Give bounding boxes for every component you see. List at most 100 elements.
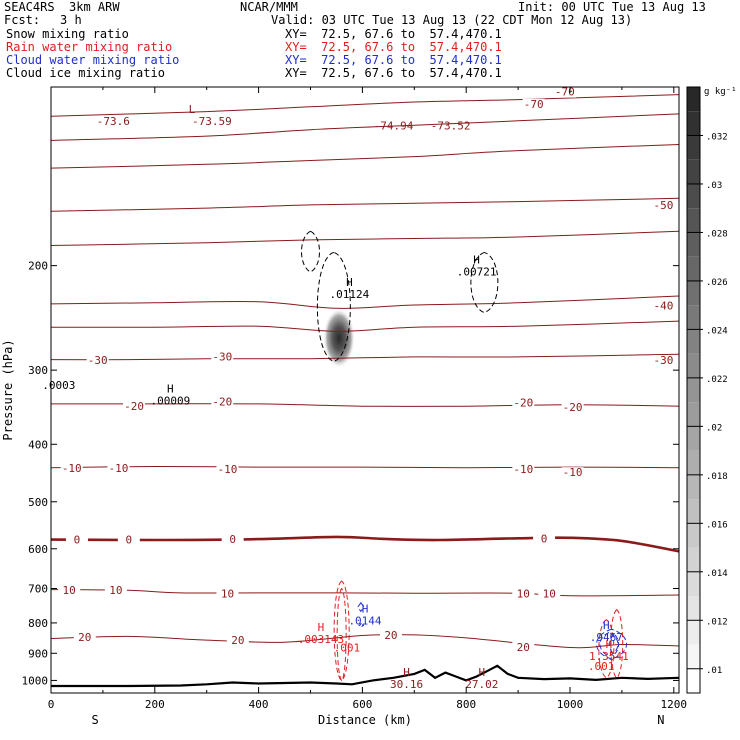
contour-label: -10 <box>109 462 129 475</box>
colorbar-segment <box>687 353 700 378</box>
max-value: 1.3541 <box>589 650 629 663</box>
colorbar-tick-label: .028 <box>706 229 728 239</box>
contour-label: -20 <box>563 401 583 414</box>
cloud-ice-contour <box>301 230 321 273</box>
colorbar-tick-label: .02 <box>706 423 722 433</box>
plot-frame <box>50 86 680 694</box>
x-tick-label: 400 <box>249 698 269 711</box>
field-rain-xy: XY= 72.5, 67.6 to 57.4,470.1 <box>285 40 502 54</box>
temperature-contour <box>51 353 679 361</box>
contour-label: -20 <box>513 396 533 409</box>
org-label: NCAR/MMM <box>240 0 298 14</box>
contour-label-bg <box>652 355 675 367</box>
contour-label-bg <box>117 534 140 546</box>
colorbar-segment <box>687 159 700 184</box>
max-value: .9467 <box>590 631 623 644</box>
contour-label-bg <box>73 632 96 644</box>
colorbar-segment <box>687 305 700 330</box>
contour-label-bg <box>522 98 545 110</box>
rain-contour <box>598 619 615 679</box>
max-value: .00009 <box>150 395 190 408</box>
contour-label: -10 <box>218 463 238 476</box>
contour-label: 0 <box>74 534 81 547</box>
contour-label-bg <box>512 588 535 600</box>
contour-label-bg <box>652 200 675 212</box>
min-marker: L <box>189 103 196 116</box>
colorbar-tick-label: .032 <box>706 132 728 142</box>
x-axis-label: Distance (km) <box>318 713 412 727</box>
max-marker: H <box>362 603 369 616</box>
min-value: -73.6 <box>97 115 130 128</box>
colorbar-tick-label: .022 <box>706 375 728 385</box>
field-cloud-ice-name: Cloud ice mixing ratio <box>6 66 165 80</box>
max-marker: H <box>346 276 353 289</box>
y-tick-label: 200 <box>28 260 48 273</box>
temperature-contour <box>51 535 679 553</box>
contour-label: -70 <box>524 98 544 111</box>
contour-label-bg <box>58 584 81 596</box>
colorbar-tick-label: .03 <box>706 181 722 191</box>
max-value: 27.02 <box>465 678 498 691</box>
contour-label: 0 <box>541 532 548 545</box>
x-tick-label: 0 <box>48 698 55 711</box>
temperature-contour <box>51 403 679 407</box>
colorbar-segment <box>687 523 700 548</box>
min-value: -73.52 <box>431 119 471 132</box>
x-tick-label: 1200 <box>661 698 688 711</box>
field-cloud-ice-xy: XY= 72.5, 67.6 to 57.4,470.1 <box>285 66 502 80</box>
colorbar-tick-label: .024 <box>706 326 728 336</box>
contour-label-bg <box>553 86 576 98</box>
contour-label-bg <box>652 300 675 312</box>
contour-label: 10 <box>543 587 556 600</box>
max-marker: H <box>318 621 325 634</box>
y-tick-label: 500 <box>28 496 48 509</box>
contour-label-bg <box>221 533 244 545</box>
temperature-contour <box>51 589 679 597</box>
contour-label: -10 <box>513 463 533 476</box>
cloud-water-contour <box>357 601 365 613</box>
colorbar-tick-label: .016 <box>706 520 728 530</box>
min-value: -73.59 <box>192 115 232 128</box>
temperature-contour <box>51 634 679 649</box>
contour-label: 10 <box>109 584 122 597</box>
contour-label: 20 <box>78 631 91 644</box>
colorbar-segment <box>687 280 700 306</box>
contour-label-bg <box>561 401 584 413</box>
temperature-contour <box>51 230 679 246</box>
colorbar-segment <box>687 377 700 403</box>
contour-label-bg <box>512 397 535 409</box>
north-endpoint-label: N <box>657 713 664 727</box>
temperature-contour <box>51 144 679 169</box>
contour-label: -40 <box>653 299 673 312</box>
colorbar-segment <box>687 232 700 257</box>
field-snow-name: Snow mixing ratio <box>6 27 129 41</box>
field-cloud-water-name: Cloud water mixing ratio <box>6 53 180 67</box>
y-tick-label: 1000 <box>22 674 49 687</box>
contour-label-bg <box>512 463 535 475</box>
y-tick-label: 300 <box>28 364 48 377</box>
contour-label-bg <box>60 463 83 475</box>
contour-label: 20 <box>231 634 244 647</box>
max-marker: H <box>606 638 613 651</box>
contour-label: 0 <box>229 533 236 546</box>
contour-label: 10 <box>517 587 530 600</box>
contour-label: 20 <box>384 629 397 642</box>
y-tick-label: 900 <box>28 647 48 660</box>
contour-label-bg <box>123 401 146 413</box>
rain-contour <box>610 609 624 679</box>
colorbar-segment <box>687 450 700 475</box>
contour-label-bg <box>107 463 130 475</box>
max-marker: H <box>603 619 610 632</box>
contour-label-bg <box>86 355 109 367</box>
contour-label-bg <box>216 463 239 475</box>
contour-label: -30 <box>212 351 232 364</box>
max-marker: H <box>167 383 174 396</box>
y-tick-label: 700 <box>28 583 48 596</box>
colorbar-tick-label: .012 <box>706 617 728 627</box>
colorbar-segment <box>687 135 700 160</box>
contour-label: -10 <box>563 466 583 479</box>
colorbar-tick-label: .014 <box>706 569 728 579</box>
field-rain-name: Rain water mixing ratio <box>6 40 173 54</box>
colorbar-tick-label: .026 <box>706 278 728 288</box>
contour-label-bg <box>104 584 127 596</box>
